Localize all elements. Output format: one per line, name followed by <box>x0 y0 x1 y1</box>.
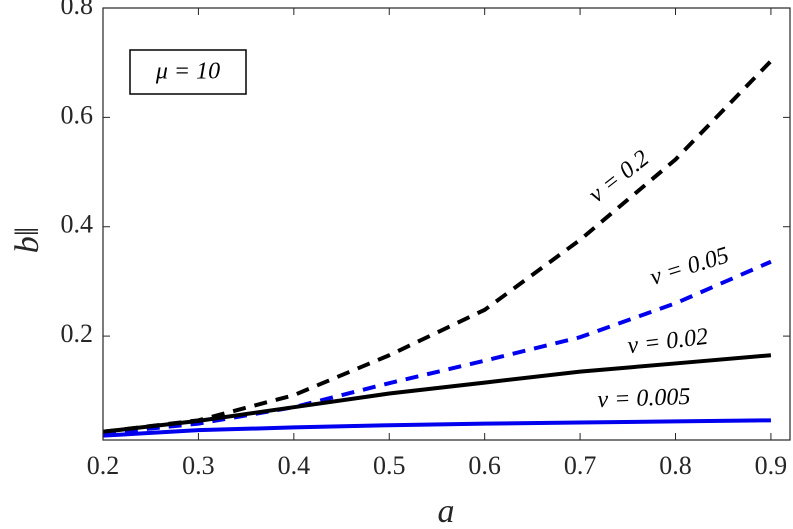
y-axis-label: b‖ <box>9 227 46 254</box>
series-line <box>102 418 771 438</box>
series-label: v = 0.02 <box>626 324 709 360</box>
x-tick-label: 0.7 <box>564 451 597 480</box>
x-tick-label: 0.4 <box>278 451 311 480</box>
series-line <box>102 259 772 436</box>
x-tick-label: 0.8 <box>659 451 692 480</box>
annotation-box <box>129 49 247 95</box>
x-axis-label: a <box>438 493 455 529</box>
series-label: v = 0.05 <box>647 242 732 291</box>
x-tick-label: 0.6 <box>468 451 501 480</box>
x-tick-label: 0.2 <box>87 451 120 480</box>
y-tick-label: 0.8 <box>61 0 94 20</box>
y-tick-label: 0.2 <box>61 319 94 348</box>
series-line <box>102 353 772 434</box>
x-tick-label: 0.9 <box>755 451 788 480</box>
series-label: v = 0.005 <box>597 384 691 413</box>
plot-frame <box>102 7 791 441</box>
annotation: μ = 10 <box>155 59 220 85</box>
y-tick-label: 0.6 <box>61 100 94 129</box>
y-tick-label: 0.4 <box>61 210 94 239</box>
x-tick-label: 0.5 <box>373 451 406 480</box>
series-label: v = 0.2 <box>584 145 654 208</box>
series-line <box>102 59 773 434</box>
x-tick-label: 0.3 <box>182 451 215 480</box>
